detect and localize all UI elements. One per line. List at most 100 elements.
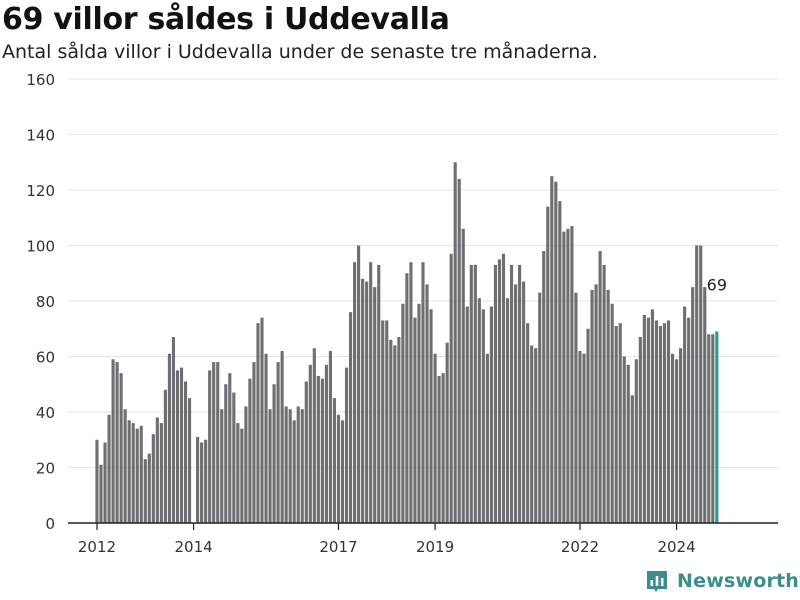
bar bbox=[650, 309, 654, 523]
bar bbox=[453, 162, 457, 523]
bar bbox=[187, 398, 192, 524]
bar bbox=[437, 375, 441, 523]
bar bbox=[542, 251, 546, 524]
bar bbox=[691, 287, 695, 524]
bar bbox=[473, 264, 477, 523]
brand-logo: Newsworthy bbox=[645, 569, 800, 593]
bar bbox=[320, 378, 324, 523]
bar bbox=[316, 375, 320, 523]
bar bbox=[433, 353, 437, 523]
bar bbox=[522, 281, 526, 523]
bar bbox=[699, 245, 703, 523]
y-tick-label: 120 bbox=[26, 182, 55, 200]
bar bbox=[268, 409, 272, 523]
x-tick-label: 2014 bbox=[174, 538, 212, 556]
bar bbox=[477, 298, 481, 523]
bar bbox=[373, 287, 377, 524]
bar bbox=[99, 464, 103, 523]
bar bbox=[707, 334, 711, 523]
newsworthy-bar-chart-icon bbox=[647, 571, 667, 592]
bar bbox=[300, 409, 304, 523]
bar bbox=[687, 317, 691, 523]
bar bbox=[646, 317, 650, 523]
bar bbox=[135, 428, 139, 523]
y-tick-label: 160 bbox=[26, 71, 55, 89]
bar bbox=[216, 362, 220, 523]
bar bbox=[489, 306, 493, 523]
bar bbox=[336, 414, 341, 523]
bar bbox=[240, 428, 244, 523]
bar bbox=[397, 337, 401, 523]
bar bbox=[421, 262, 425, 523]
bars bbox=[95, 162, 719, 524]
bar bbox=[151, 434, 155, 523]
bar bbox=[530, 345, 534, 523]
bar bbox=[505, 298, 510, 523]
bar bbox=[666, 320, 671, 523]
bar bbox=[509, 264, 514, 523]
last-value-annotation: 69 bbox=[707, 276, 727, 295]
bar bbox=[518, 264, 522, 523]
bar bbox=[614, 325, 618, 523]
bar bbox=[550, 176, 554, 524]
bar bbox=[425, 284, 429, 523]
bar bbox=[526, 323, 530, 523]
bar bbox=[167, 353, 171, 523]
bar bbox=[562, 231, 566, 524]
bar-highlight bbox=[715, 331, 719, 523]
bar bbox=[292, 420, 296, 523]
y-tick-label: 80 bbox=[36, 293, 55, 311]
x-tick-label: 2017 bbox=[319, 538, 357, 556]
bar bbox=[481, 309, 485, 523]
x-tick-label: 2022 bbox=[561, 538, 599, 556]
bar bbox=[594, 284, 598, 523]
bar bbox=[602, 264, 606, 523]
bar bbox=[683, 306, 687, 523]
bar bbox=[679, 348, 683, 523]
bar bbox=[598, 251, 602, 524]
bar bbox=[429, 309, 433, 523]
bar bbox=[276, 362, 280, 523]
bar bbox=[123, 409, 127, 523]
bar bbox=[228, 373, 232, 523]
bar bbox=[204, 439, 208, 523]
bar bbox=[381, 320, 385, 523]
chart-subtitle: Antal sålda villor i Uddevalla under de … bbox=[2, 41, 598, 63]
bar bbox=[139, 425, 143, 524]
bar bbox=[622, 356, 626, 523]
bar bbox=[308, 364, 312, 523]
bar bbox=[332, 398, 337, 524]
bar bbox=[485, 353, 489, 523]
bar bbox=[469, 264, 473, 523]
bar bbox=[457, 178, 461, 523]
bar bbox=[196, 436, 200, 523]
bar bbox=[586, 328, 590, 523]
bar bbox=[401, 303, 405, 523]
y-tick-label: 20 bbox=[36, 460, 55, 478]
bar bbox=[711, 334, 715, 523]
bar bbox=[449, 253, 453, 523]
bar bbox=[606, 289, 610, 523]
bar bbox=[514, 284, 518, 523]
x-tick-label: 2012 bbox=[78, 538, 116, 556]
bar bbox=[461, 228, 465, 523]
axes bbox=[68, 522, 778, 530]
bar bbox=[365, 281, 369, 523]
bar bbox=[369, 262, 373, 523]
bar bbox=[340, 420, 345, 523]
bar bbox=[163, 389, 167, 523]
bar bbox=[95, 439, 99, 523]
bar bbox=[662, 323, 667, 523]
bar bbox=[626, 364, 630, 523]
bar bbox=[566, 228, 570, 523]
bar bbox=[558, 201, 562, 523]
bar bbox=[328, 350, 332, 523]
bar bbox=[284, 406, 288, 523]
bar bbox=[634, 359, 638, 523]
y-tick-label: 140 bbox=[26, 127, 55, 145]
bar bbox=[224, 384, 228, 523]
bar bbox=[445, 342, 449, 524]
bar bbox=[208, 370, 212, 524]
bar bbox=[252, 362, 256, 523]
bar bbox=[610, 303, 614, 523]
